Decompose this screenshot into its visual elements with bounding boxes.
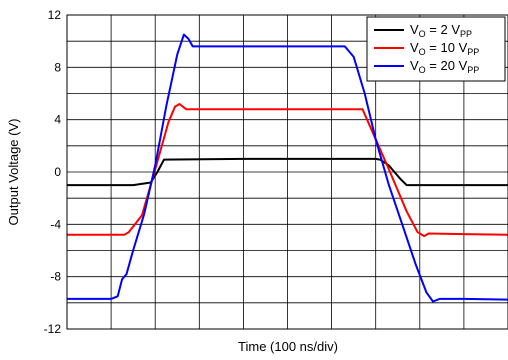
- legend-label-2: VO = 10 VPP: [410, 40, 479, 57]
- y-tick-label: -12: [44, 322, 62, 336]
- y-tick-label: -4: [50, 217, 61, 231]
- plot-frame: [66, 14, 508, 330]
- legend-label-3: VO = 20 VPP: [410, 58, 479, 75]
- y-tick-labels: 12 8 4 0 -4 -8 -12: [44, 8, 62, 336]
- y-tick-label: 12: [48, 8, 62, 22]
- series-layer: [67, 33, 508, 303]
- series-line-2: [67, 103, 508, 238]
- y-tick-label: 8: [54, 60, 61, 74]
- y-tick-label: 4: [54, 113, 61, 127]
- y-tick-label: -8: [50, 270, 61, 284]
- legend-label-1: VO = 2 VPP: [410, 22, 472, 39]
- y-axis-label: Output Voltage (V): [6, 119, 21, 226]
- y-tick-label: 0: [54, 165, 61, 179]
- series-line-1: [67, 157, 508, 187]
- x-axis-label: Time (100 ns/div): [238, 339, 338, 354]
- series-line-3: [67, 33, 508, 303]
